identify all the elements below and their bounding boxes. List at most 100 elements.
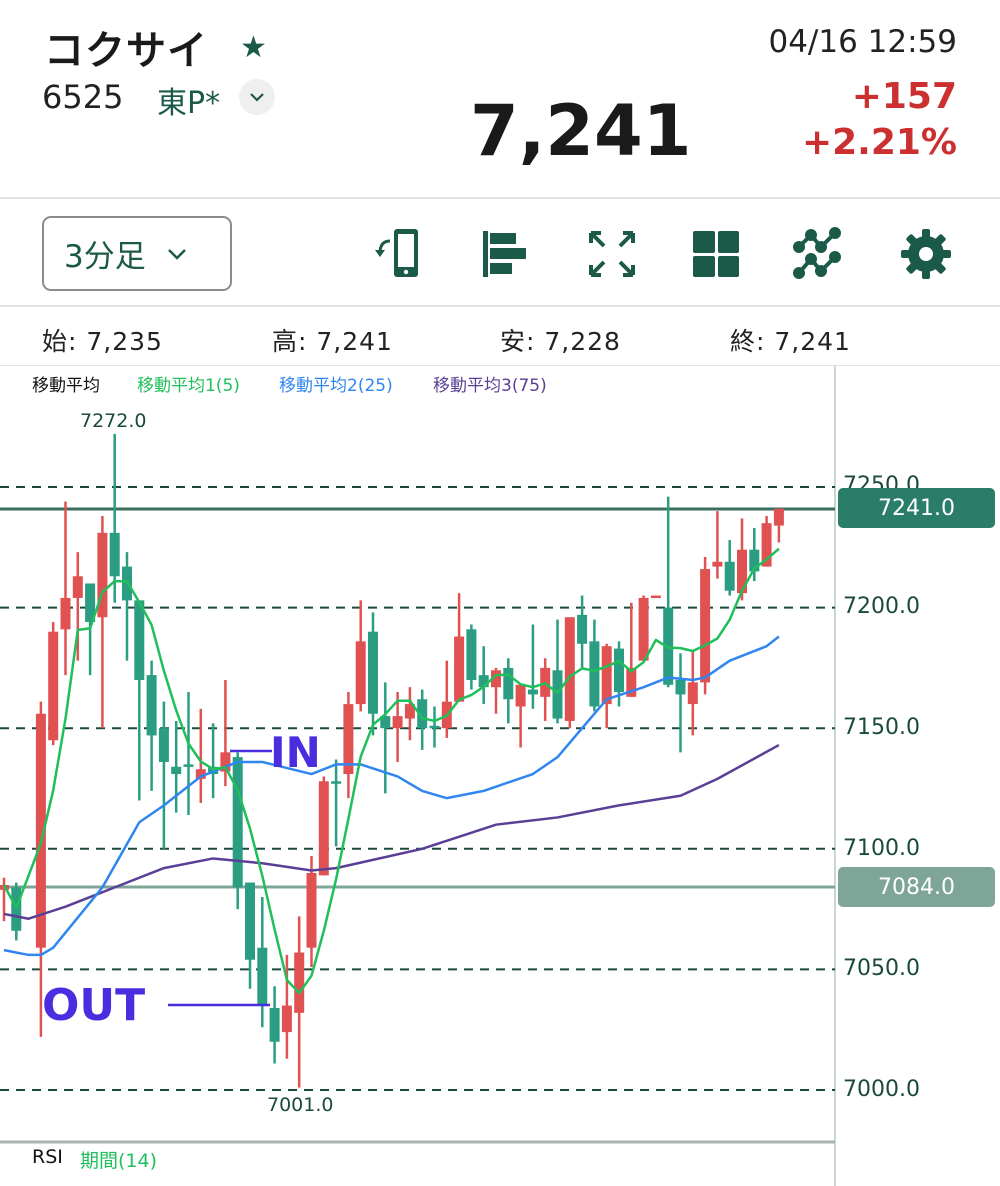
candle: [257, 897, 268, 1028]
candle-body: [773, 508, 784, 526]
ma-legend-title: 移動平均: [32, 376, 100, 396]
candle-body: [171, 766, 182, 775]
price-change-percent: +2.21%: [801, 122, 957, 163]
market-dropdown-button[interactable]: [239, 79, 275, 115]
candle-body: [380, 716, 391, 729]
candle: [97, 515, 108, 729]
candle-body: [343, 704, 354, 775]
volume-profile-button[interactable]: [478, 227, 532, 281]
chevron-down-icon: [250, 93, 264, 102]
candle-body: [417, 699, 428, 729]
stock-name: コクサイ: [44, 28, 208, 74]
candle-body: [724, 561, 735, 591]
candle: [195, 708, 206, 803]
candle: [220, 679, 231, 787]
candle: [663, 496, 674, 688]
candle: [306, 856, 317, 967]
candle-body: [281, 1005, 292, 1033]
candle: [404, 687, 415, 741]
candle-body: [368, 631, 378, 714]
candle-body: [392, 716, 403, 729]
candle: [122, 552, 132, 661]
candle: [700, 556, 711, 695]
candle: [48, 622, 59, 746]
candle: [429, 706, 440, 748]
y-tick-label: 7000.0: [843, 1077, 920, 1102]
candle: [626, 602, 637, 697]
candle-body: [257, 947, 268, 1006]
candle: [343, 692, 354, 799]
ma1-legend[interactable]: 移動平均1(5): [137, 376, 240, 396]
settings-button[interactable]: [899, 227, 953, 281]
star-icon[interactable]: ★: [240, 30, 267, 65]
low-label: 安:: [500, 327, 536, 356]
candle-body: [355, 641, 366, 705]
rotate-phone-button[interactable]: [372, 227, 426, 281]
candle-body: [737, 549, 747, 594]
candle: [331, 759, 342, 847]
candle: [72, 552, 83, 661]
candle: [675, 653, 686, 753]
close-value: 終: 7,241: [730, 322, 851, 358]
candle-body: [614, 648, 624, 693]
candle: [527, 624, 538, 709]
candle: [368, 612, 378, 736]
indicator-button[interactable]: [793, 227, 847, 281]
y-tick-label: 7050.0: [843, 956, 920, 981]
candle: [294, 916, 305, 1088]
candle: [712, 511, 723, 579]
candle: [737, 518, 747, 601]
market-label[interactable]: 東P*: [157, 86, 221, 121]
settings-gear-icon: [901, 229, 951, 279]
candle-body: [503, 667, 514, 700]
rsi-period[interactable]: 期間(14): [80, 1150, 158, 1172]
stock-code: 6525: [42, 78, 124, 116]
candle-body: [700, 569, 711, 683]
ma2-legend[interactable]: 移動平均2(25): [279, 376, 393, 396]
candle: [478, 646, 489, 705]
close-price: 7,241: [774, 327, 851, 356]
candle: [773, 508, 784, 543]
candle-body: [269, 1007, 280, 1042]
candle-body: [72, 576, 83, 598]
fullscreen-button[interactable]: [585, 227, 639, 281]
candle-body: [552, 670, 563, 719]
low-value: 安: 7,228: [500, 322, 621, 358]
y-tick-label: 7100.0: [843, 836, 920, 861]
candle: [269, 986, 280, 1064]
candle-body: [134, 600, 145, 680]
candle: [109, 433, 120, 603]
period-select[interactable]: 3分足: [42, 216, 232, 291]
candle: [724, 540, 735, 596]
in-annotation: IN: [270, 728, 321, 777]
candle: [466, 624, 477, 690]
candle-body: [564, 617, 575, 721]
candle: [552, 619, 563, 724]
candle: [380, 682, 391, 794]
candle-body: [318, 781, 329, 876]
candle: [454, 593, 465, 702]
candle-body: [60, 597, 71, 630]
candle: [601, 643, 612, 729]
candle-body: [454, 636, 465, 702]
candle-body: [109, 532, 120, 577]
volume-profile-icon: [483, 231, 526, 277]
candle-body: [650, 595, 661, 599]
candle: [171, 720, 182, 813]
divider: [0, 365, 1000, 366]
ma3-line: [3, 743, 780, 920]
candle-body: [515, 684, 526, 707]
out-annotation: OUT: [42, 980, 146, 1031]
ma3-legend[interactable]: 移動平均3(75): [433, 376, 547, 396]
candle: [232, 752, 243, 910]
rotate-phone-icon: [375, 229, 418, 277]
candle: [35, 701, 46, 1037]
candle-body: [675, 679, 686, 695]
high-label: 高:: [272, 327, 308, 356]
layout-button[interactable]: [689, 227, 743, 281]
low-price: 7,228: [544, 327, 621, 356]
low-marker-label: 7001.0: [267, 1094, 334, 1116]
candle-body: [466, 629, 477, 680]
candle-body: [712, 561, 723, 567]
